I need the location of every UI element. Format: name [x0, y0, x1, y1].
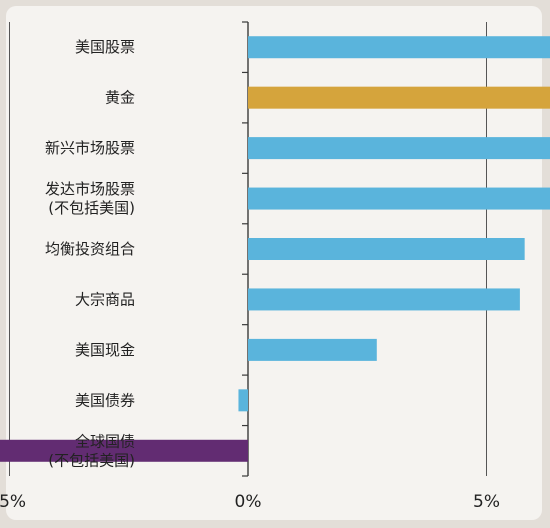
category-label-3: 发达市场股票(不包括美国) [45, 180, 135, 217]
category-label-0: 美国股票 [75, 38, 135, 56]
x-tick-label-0: -5% [0, 492, 26, 512]
bar-1 [248, 86, 550, 109]
category-label-1: 黄金 [105, 89, 135, 107]
category-label-2-line-0: 新兴市场股票 [45, 139, 135, 157]
category-label-2: 新兴市场股票 [45, 139, 135, 157]
x-tick-label-2: 5% [473, 492, 500, 512]
category-label-0-line-0: 美国股票 [75, 38, 135, 56]
category-label-4-line-0: 均衡投资组合 [45, 240, 135, 258]
bar-3 [248, 187, 550, 210]
category-label-8-line-1: (不包括美国) [48, 451, 135, 469]
category-label-5-line-0: 大宗商品 [75, 290, 135, 308]
category-label-7-line-0: 美国债券 [75, 391, 135, 409]
category-label-1-line-0: 黄金 [105, 89, 135, 107]
x-tick-label-1: 0% [235, 492, 262, 512]
bar-6 [248, 338, 377, 361]
category-label-3-line-0: 发达市场股票 [45, 180, 135, 198]
bar-2 [248, 137, 550, 160]
category-label-8: 全球国债(不包括美国) [48, 432, 135, 469]
category-label-4: 均衡投资组合 [45, 240, 135, 258]
category-label-7: 美国债券 [75, 391, 135, 409]
bar-5 [248, 288, 520, 311]
category-label-5: 大宗商品 [75, 290, 135, 308]
bar-0 [248, 36, 550, 59]
category-label-8-line-0: 全球国债 [75, 432, 135, 450]
category-label-3-line-1: (不包括美国) [48, 199, 135, 217]
bar-4 [248, 238, 525, 260]
bar-8 [0, 439, 249, 462]
category-label-6-line-0: 美国现金 [75, 341, 135, 359]
bar-7 [238, 389, 248, 412]
category-label-6: 美国现金 [75, 341, 135, 359]
